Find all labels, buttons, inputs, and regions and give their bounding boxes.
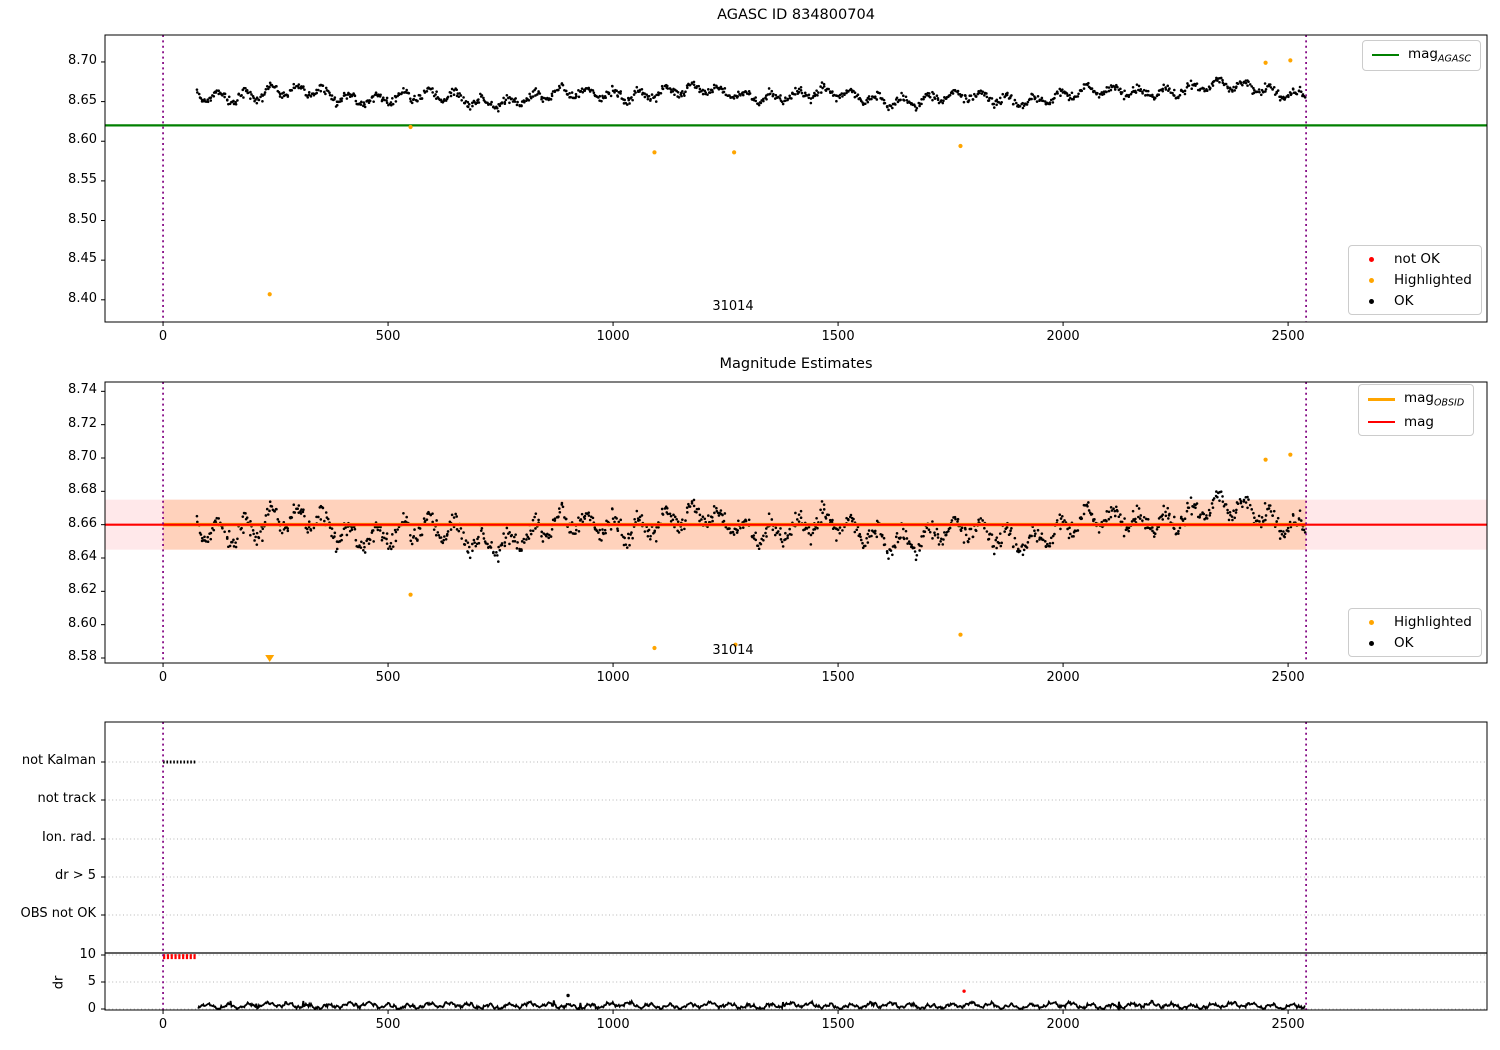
orange-dot-swatch [1369, 619, 1374, 625]
legend-label-ok: OK [1394, 293, 1414, 309]
x-tick-label: 500 [375, 1017, 401, 1032]
dr-axis-label: dr [51, 975, 67, 990]
orange-line-swatch [1368, 397, 1395, 401]
category-label-not-kalman: not Kalman [21, 753, 96, 768]
legend-label-ok-2: OK [1394, 635, 1414, 651]
x-tick-label: 2000 [1046, 329, 1080, 344]
legend-mag-lines: magOBSID mag [1358, 384, 1475, 436]
x-tick-label: 0 [158, 329, 168, 344]
category-label-obs-not-ok: OBS not OK [20, 906, 97, 921]
legend-item-not-ok: not OK [1358, 251, 1472, 267]
legend-item-mag: mag [1368, 414, 1464, 430]
obsid-annotation-middle: 31014 [712, 643, 754, 658]
y-tick-label: 8.45 [68, 251, 97, 267]
red-line-swatch [1368, 420, 1395, 423]
legend-item-mag-obsid: magOBSID [1368, 390, 1464, 409]
legend-label-not-ok: not OK [1394, 251, 1440, 267]
middle-plot-title: Magnitude Estimates [719, 356, 873, 372]
dr-tick-0: 0 [87, 1001, 96, 1016]
orange-dot-swatch [1369, 277, 1374, 283]
y-tick-label: 8.62 [68, 582, 97, 598]
y-tick-label: 8.68 [68, 482, 97, 498]
legend-item-highlighted: Highlighted [1358, 272, 1472, 288]
dr-tick-5: 5 [87, 974, 96, 989]
y-tick-label: 8.70 [68, 52, 97, 68]
x-tick-label: 1000 [596, 329, 630, 344]
x-tick-label: 2000 [1046, 670, 1080, 685]
x-tick-label: 1000 [596, 670, 630, 685]
x-tick-label: 2500 [1271, 329, 1305, 344]
y-tick-label: 8.50 [68, 211, 97, 227]
legend-point-classes-top: not OK Highlighted OK [1348, 245, 1482, 315]
y-tick-label: 8.74 [68, 382, 97, 398]
x-tick-label: 1500 [821, 329, 855, 344]
legend-label-highlighted: Highlighted [1394, 272, 1472, 288]
legend-item-ok: OK [1358, 293, 1472, 309]
category-label-not-track: not track [37, 791, 96, 806]
y-tick-label: 8.55 [68, 171, 97, 187]
y-tick-label: 8.60 [68, 615, 97, 631]
x-tick-label: 500 [375, 670, 401, 685]
legend-label-mag: mag [1404, 413, 1434, 430]
black-dot-swatch [1369, 298, 1374, 304]
legend-label-mag-obsid: magOBSID [1404, 390, 1465, 409]
legend-label-mag-agasc: magAGASC [1408, 46, 1472, 65]
x-tick-label: 1000 [596, 1017, 630, 1032]
x-tick-label: 1500 [821, 670, 855, 685]
legend-label-highlighted-2: Highlighted [1394, 614, 1472, 630]
y-tick-label: 8.66 [68, 515, 97, 531]
category-label-dr-gt-5: dr > 5 [54, 868, 96, 883]
y-tick-label: 8.58 [68, 649, 97, 664]
dr-tick-10: 10 [79, 947, 96, 962]
legend-item-mag-agasc: magAGASC [1372, 46, 1471, 65]
x-tick-label: 2000 [1046, 1017, 1080, 1032]
x-tick-label: 500 [375, 329, 401, 344]
legend-item-highlighted-2: Highlighted [1358, 614, 1472, 630]
legend-mag-agasc: magAGASC [1362, 40, 1482, 71]
y-tick-label: 8.64 [68, 549, 97, 564]
legend-point-classes-middle: Highlighted OK [1348, 608, 1482, 657]
legend-item-ok-2: OK [1358, 635, 1472, 651]
top-plot-title: AGASC ID 834800704 [717, 7, 875, 23]
obsid-annotation-top: 31014 [712, 299, 754, 314]
x-tick-label: 0 [158, 670, 168, 685]
y-tick-label: 8.65 [68, 92, 97, 108]
green-line-swatch [1372, 54, 1399, 57]
red-dot-swatch [1369, 256, 1374, 262]
y-tick-label: 8.60 [68, 132, 97, 148]
x-tick-label: 2500 [1271, 1017, 1305, 1032]
x-tick-label: 1500 [821, 1017, 855, 1032]
x-tick-label: 2500 [1271, 670, 1305, 685]
black-dot-swatch [1369, 640, 1374, 646]
y-tick-label: 8.70 [68, 449, 97, 464]
x-tick-label: 0 [158, 1017, 168, 1032]
y-tick-label: 8.72 [68, 415, 97, 431]
category-label-ion-rad: Ion. rad. [42, 830, 96, 845]
y-tick-label: 8.40 [68, 290, 97, 306]
